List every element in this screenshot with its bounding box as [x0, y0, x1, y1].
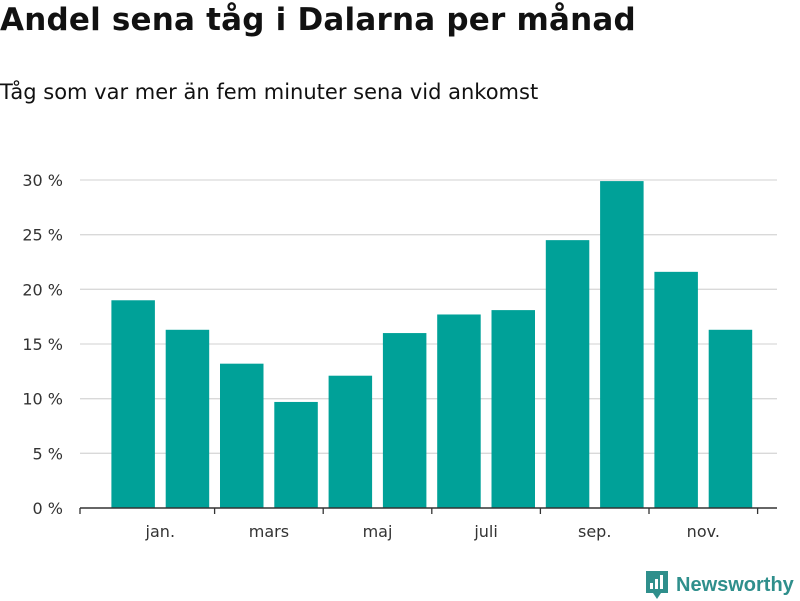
bar-jan: jan.: 16.3 % [165, 329, 210, 508]
bar-feb: feb.: 13.2 % [220, 363, 264, 508]
bar-sep: sep.: 29.9 % [600, 181, 644, 509]
bar-okt: okt.: 21.6 % [654, 271, 698, 508]
bar-apr: apr.: 12.1 % [328, 375, 373, 508]
bars: dec.: 19 %jan.: 16.3 %feb.: 13.2 %mars: … [111, 181, 753, 509]
y-tick-label: 20 % [22, 280, 63, 299]
x-tick-label: nov. [687, 522, 720, 541]
x-tick-label: sep. [578, 522, 611, 541]
bar-nov: nov.: 16.3 % [708, 329, 753, 508]
chart-title: Andel sena tåg i Dalarna per månad [0, 2, 636, 38]
x-tick-label: jan. [145, 522, 175, 541]
y-tick-label: 10 % [22, 390, 63, 409]
bar-dec: dec.: 19 % [111, 300, 155, 508]
y-axis-ticks: 0 % 5 % 10 % 15 % 20 % 25 % 30 % [22, 171, 63, 518]
bar-juli: juli: 18.1 % [491, 310, 535, 508]
x-tick-label: juli [473, 522, 497, 541]
y-tick-label: 5 % [33, 444, 63, 463]
bar-juni: juni: 17.7 % [437, 314, 481, 508]
x-tick-label: maj [363, 522, 393, 541]
y-tick-label: 25 % [22, 226, 63, 245]
y-tick-label: 0 % [33, 499, 63, 518]
x-axis-ticks: jan. mars maj juli sep. nov. [79, 508, 759, 541]
chart-subtitle: Tåg som var mer än fem minuter sena vid … [0, 80, 539, 104]
bar-aug: aug.: 24.5 % [545, 240, 590, 508]
newsworthy-logo-icon [646, 571, 668, 599]
newsworthy-brand: Newsworthy [644, 569, 794, 601]
bar-mars: mars: 9.7 % [274, 401, 318, 508]
x-tick-label: mars [249, 522, 289, 541]
bar-maj: maj: 16 % [382, 333, 427, 508]
y-tick-label: 15 % [22, 335, 63, 354]
y-tick-label: 30 % [22, 171, 63, 190]
brand-name: Newsworthy [676, 573, 794, 596]
